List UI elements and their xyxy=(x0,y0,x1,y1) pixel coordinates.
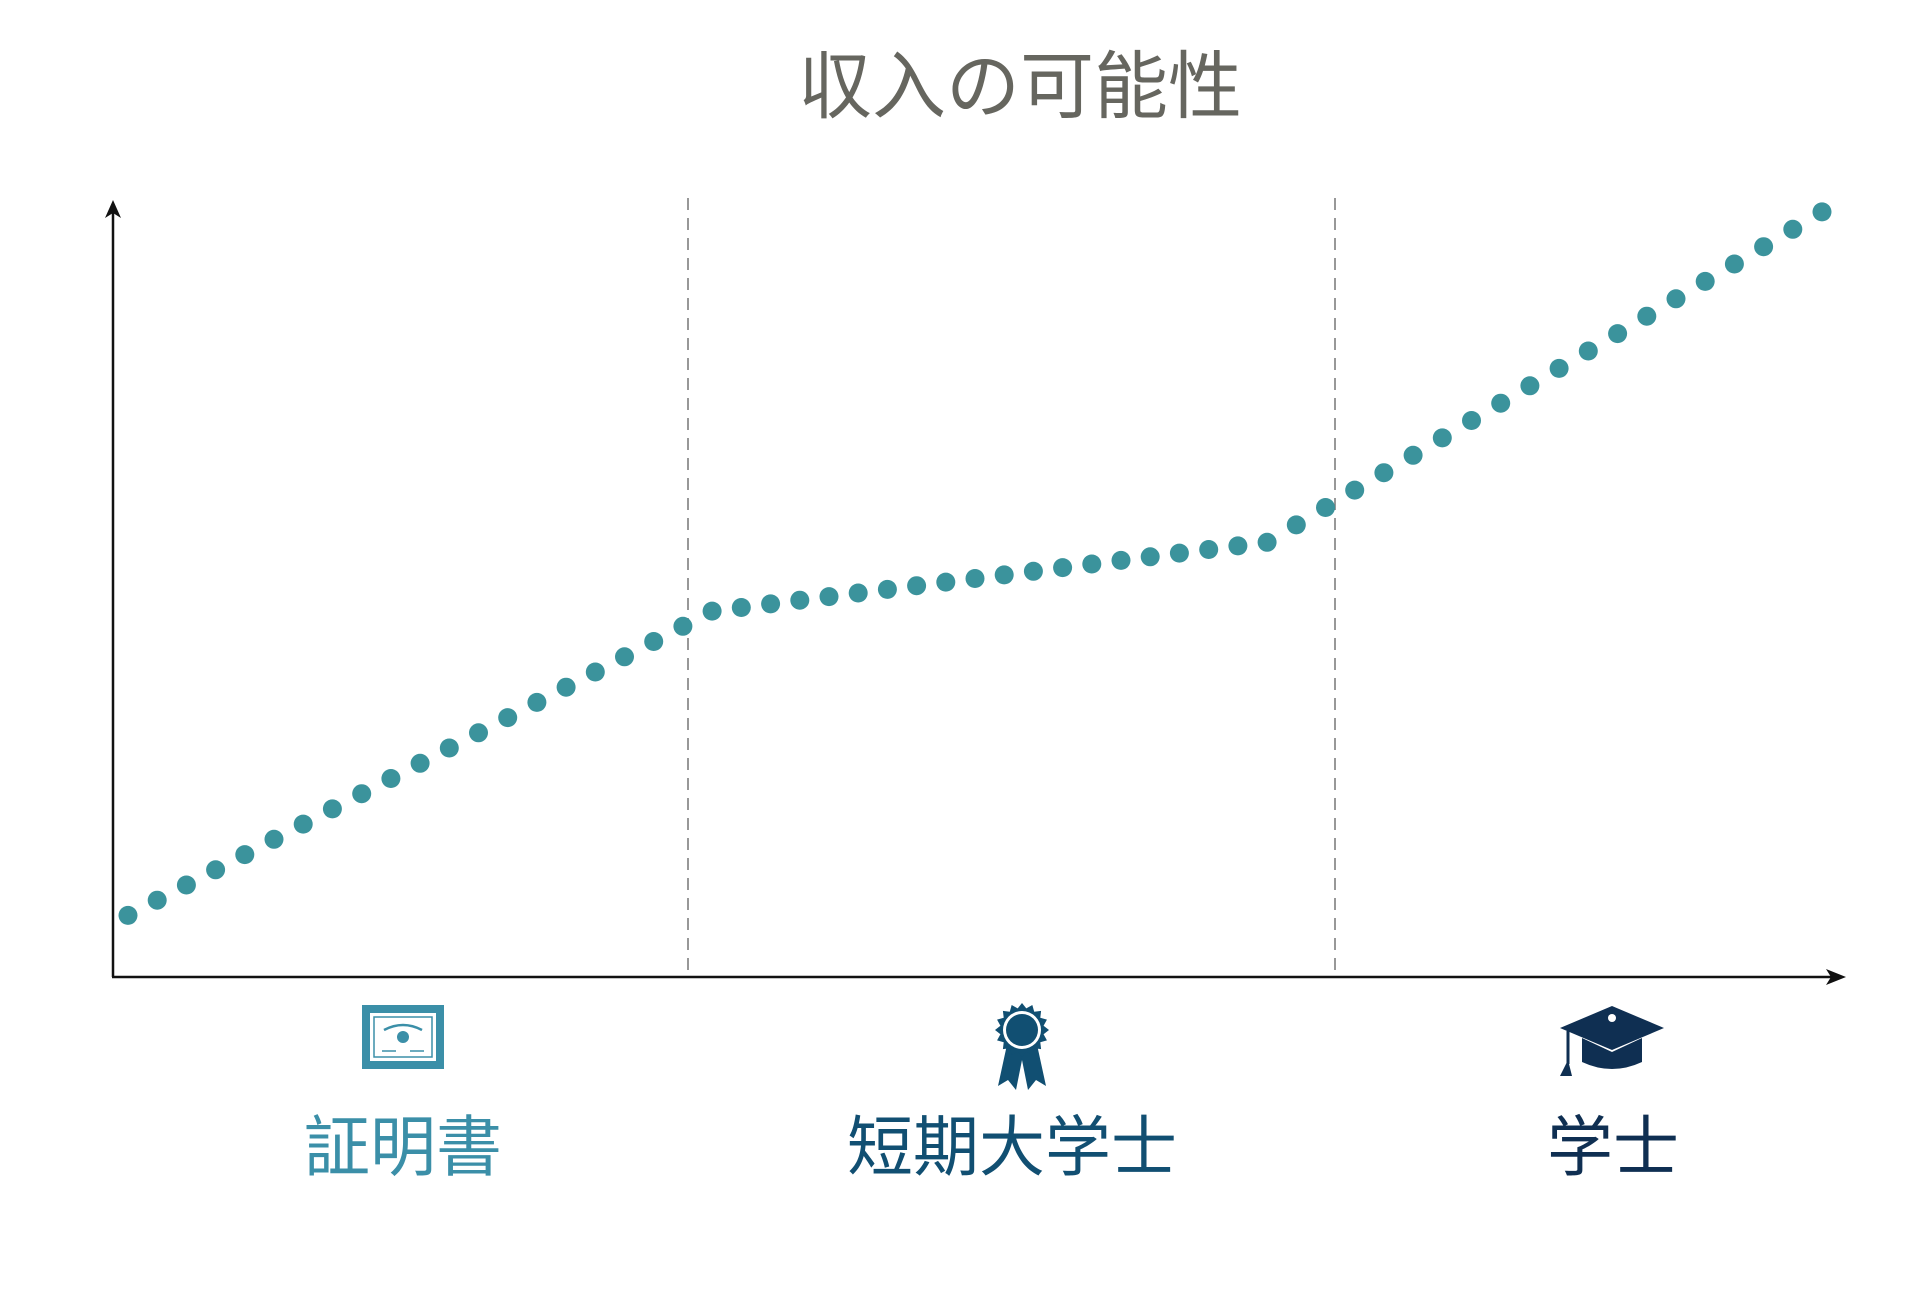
data-point xyxy=(381,769,401,788)
data-point xyxy=(1257,532,1277,552)
data-point xyxy=(1316,498,1335,517)
data-point xyxy=(1228,536,1248,556)
data-point xyxy=(994,565,1014,585)
data-point xyxy=(907,576,927,596)
data-point xyxy=(585,662,605,682)
data-point xyxy=(848,583,868,603)
divider-lines xyxy=(687,198,1336,977)
data-point xyxy=(615,647,634,667)
data-point xyxy=(965,569,985,588)
data-point xyxy=(1403,445,1423,465)
data-point xyxy=(527,692,547,712)
category-label-associate: 短期大学士 xyxy=(847,1109,1177,1186)
data-point xyxy=(1199,540,1219,559)
data-point xyxy=(1695,271,1715,291)
data-point xyxy=(877,579,897,599)
data-point xyxy=(264,829,284,849)
data-point xyxy=(1783,219,1803,239)
data-point xyxy=(790,590,810,610)
data-point xyxy=(936,572,956,592)
data-point xyxy=(352,784,372,804)
data-point xyxy=(147,890,167,910)
data-point xyxy=(235,845,255,865)
data-point xyxy=(1608,324,1628,344)
category-label-bachelor: 学士 xyxy=(1547,1109,1679,1186)
data-point xyxy=(1053,558,1073,578)
data-point xyxy=(1286,515,1306,535)
data-point xyxy=(1520,376,1540,396)
chart-title: 収入の可能性 xyxy=(798,44,1242,130)
data-point xyxy=(1578,341,1598,361)
data-point xyxy=(293,814,313,834)
data-point xyxy=(118,905,138,925)
data-point xyxy=(176,875,196,895)
data-point xyxy=(731,598,751,617)
data-point xyxy=(1754,237,1774,257)
data-point xyxy=(556,677,576,697)
certificate-icon xyxy=(362,1005,444,1069)
data-point xyxy=(1169,543,1189,563)
ribbon-award-icon xyxy=(995,1003,1049,1090)
data-point xyxy=(1666,289,1686,309)
data-point xyxy=(702,601,722,621)
data-point xyxy=(469,723,488,743)
data-point xyxy=(1637,306,1657,326)
data-point xyxy=(673,616,693,636)
data-point xyxy=(819,587,839,607)
data-point xyxy=(1462,411,1481,430)
data-point xyxy=(1345,480,1365,500)
data-point xyxy=(1724,254,1744,274)
x-axis-arrow xyxy=(1826,969,1846,985)
data-point xyxy=(1374,463,1394,483)
data-point xyxy=(1812,202,1832,222)
data-point xyxy=(410,753,430,773)
category-label-certificate: 証明書 xyxy=(304,1109,502,1186)
data-point xyxy=(1549,358,1569,378)
data-point xyxy=(1111,550,1131,570)
data-point xyxy=(1082,554,1102,574)
data-point xyxy=(1140,547,1160,567)
data-point xyxy=(439,738,459,758)
data-point xyxy=(1023,561,1043,581)
graduation-cap-icon xyxy=(1560,1006,1664,1076)
data-point xyxy=(761,594,781,614)
data-point xyxy=(644,632,664,651)
data-point xyxy=(206,860,226,880)
data-dots xyxy=(118,202,1832,925)
data-point xyxy=(1491,393,1511,413)
data-point xyxy=(322,799,342,819)
axes xyxy=(105,200,1846,985)
data-point xyxy=(498,708,518,728)
y-axis-arrow xyxy=(105,200,121,218)
data-point xyxy=(1432,428,1452,448)
